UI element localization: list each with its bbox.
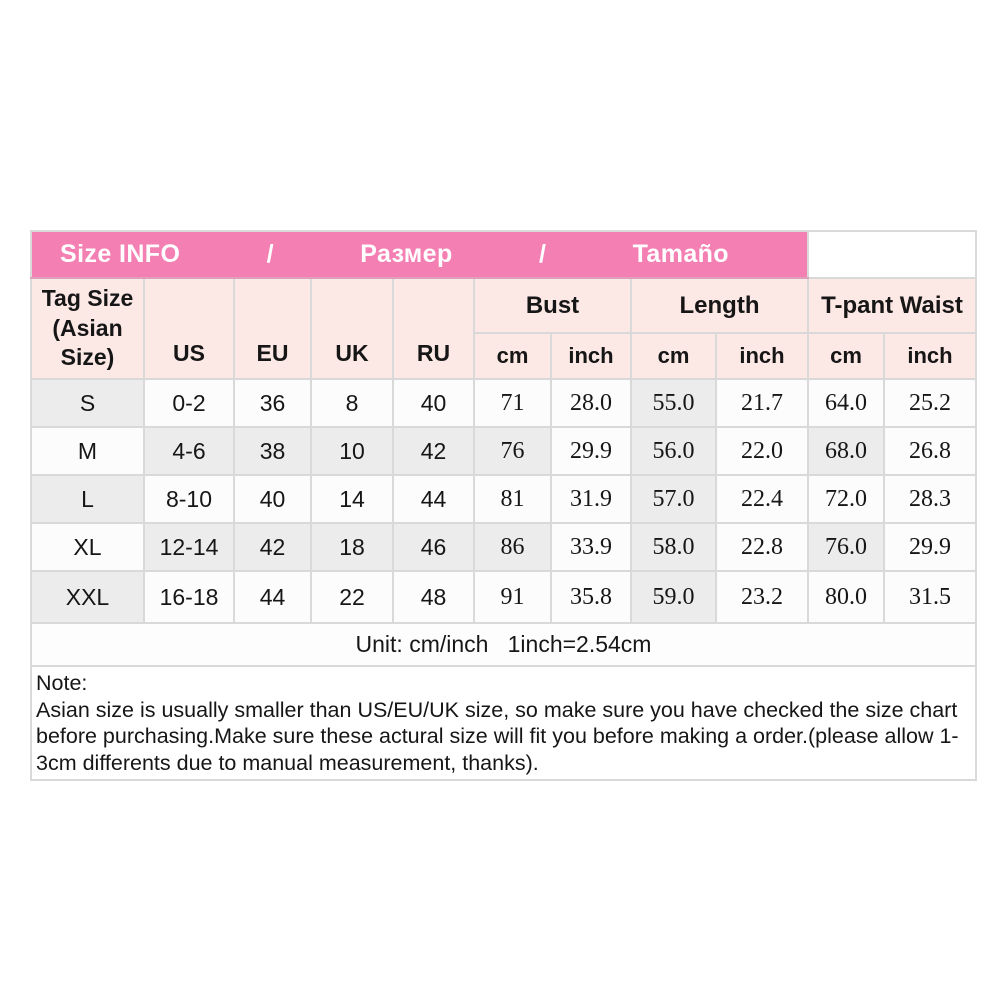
title-size-info: Size INFO bbox=[60, 240, 181, 268]
cell-eu: 40 bbox=[233, 474, 312, 524]
cell-us: 4-6 bbox=[143, 426, 235, 476]
title-text-group: Size INFO / Размер / Tamaño bbox=[33, 240, 807, 269]
cell-tpant-cm: 76.0 bbox=[807, 522, 885, 572]
cell-bust-cm: 76 bbox=[473, 426, 552, 476]
table-row-s: S 0-2 36 8 40 71 28.0 55.0 21.7 64.0 25.… bbox=[30, 378, 977, 428]
unit-row: Unit: cm/inch 1inch=2.54cm bbox=[30, 622, 977, 667]
header-length: Length bbox=[630, 277, 809, 334]
cell-ru: 44 bbox=[392, 474, 475, 524]
cell-tpant-cm: 68.0 bbox=[807, 426, 885, 476]
size-info-title-bar: Size INFO / Размер / Tamaño bbox=[30, 230, 808, 279]
header-us: US bbox=[143, 277, 235, 380]
size-chart-image: Size INFO / Размер / Tamaño Tag Size (As… bbox=[30, 230, 977, 781]
cell-us: 12-14 bbox=[143, 522, 235, 572]
cell-uk: 14 bbox=[310, 474, 394, 524]
cell-tpant-inch: 28.3 bbox=[883, 474, 977, 524]
cell-bust-cm: 71 bbox=[473, 378, 552, 428]
table-row-m: M 4-6 38 10 42 76 29.9 56.0 22.0 68.0 26… bbox=[30, 426, 977, 476]
cell-tpant-cm: 64.0 bbox=[807, 378, 885, 428]
cell-length-cm: 57.0 bbox=[630, 474, 717, 524]
note-text: Asian size is usually smaller than US/EU… bbox=[36, 697, 959, 775]
cell-eu: 36 bbox=[233, 378, 312, 428]
title-separator-1: / bbox=[266, 240, 274, 268]
cell-eu: 42 bbox=[233, 522, 312, 572]
note-label: Note: bbox=[36, 671, 88, 695]
header-length-inch: inch bbox=[715, 332, 809, 380]
title-separator-2: / bbox=[538, 240, 547, 268]
title-tamano: Tamaño bbox=[632, 240, 729, 268]
cell-bust-inch: 31.9 bbox=[550, 474, 632, 524]
header-tpant-cm: cm bbox=[807, 332, 885, 380]
cell-length-cm: 59.0 bbox=[630, 570, 717, 624]
title-razmer: Размер bbox=[360, 240, 453, 268]
table-row-xl: XL 12-14 42 18 46 86 33.9 58.0 22.8 76.0… bbox=[30, 522, 977, 572]
table-row-xxl: XXL 16-18 44 22 48 91 35.8 59.0 23.2 80.… bbox=[30, 570, 977, 624]
cell-length-inch: 22.0 bbox=[715, 426, 809, 476]
cell-tpant-inch: 31.5 bbox=[883, 570, 977, 624]
cell-ru: 48 bbox=[392, 570, 475, 624]
cell-length-cm: 58.0 bbox=[630, 522, 717, 572]
cell-length-inch: 21.7 bbox=[715, 378, 809, 428]
cell-length-inch: 22.4 bbox=[715, 474, 809, 524]
table-row-l: L 8-10 40 14 44 81 31.9 57.0 22.4 72.0 2… bbox=[30, 474, 977, 524]
header-uk: UK bbox=[310, 277, 394, 380]
size-chart-table: Size INFO / Размер / Tamaño Tag Size (As… bbox=[30, 230, 977, 781]
cell-uk: 10 bbox=[310, 426, 394, 476]
note-row: Note: Asian size is usually smaller than… bbox=[30, 665, 977, 781]
cell-eu: 38 bbox=[233, 426, 312, 476]
cell-tag: XXL bbox=[30, 570, 145, 624]
cell-bust-cm: 81 bbox=[473, 474, 552, 524]
header-bust-inch: inch bbox=[550, 332, 632, 380]
header-tpant-waist: T-pant Waist bbox=[807, 277, 977, 334]
cell-bust-inch: 35.8 bbox=[550, 570, 632, 624]
cell-length-cm: 56.0 bbox=[630, 426, 717, 476]
cell-tpant-inch: 25.2 bbox=[883, 378, 977, 428]
header-bust-cm: cm bbox=[473, 332, 552, 380]
cell-uk: 18 bbox=[310, 522, 394, 572]
cell-length-inch: 23.2 bbox=[715, 570, 809, 624]
header-bust: Bust bbox=[473, 277, 632, 334]
cell-tag: L bbox=[30, 474, 145, 524]
cell-bust-inch: 28.0 bbox=[550, 378, 632, 428]
cell-tag: M bbox=[30, 426, 145, 476]
header-row-units: cm inch cm inch cm inch bbox=[31, 332, 977, 380]
cell-uk: 8 bbox=[310, 378, 394, 428]
cell-bust-inch: 29.9 bbox=[550, 426, 632, 476]
cell-bust-cm: 86 bbox=[473, 522, 552, 572]
header-length-cm: cm bbox=[630, 332, 717, 380]
header-row-groups: Tag Size (Asian Size) US EU UK RU Bust L… bbox=[30, 277, 977, 380]
header-ru: RU bbox=[392, 277, 475, 380]
cell-ru: 40 bbox=[392, 378, 475, 428]
cell-us: 16-18 bbox=[143, 570, 235, 624]
header-eu: EU bbox=[233, 277, 312, 380]
cell-ru: 42 bbox=[392, 426, 475, 476]
cell-tag: S bbox=[30, 378, 145, 428]
cell-length-inch: 22.8 bbox=[715, 522, 809, 572]
cell-tpant-inch: 29.9 bbox=[883, 522, 977, 572]
cell-bust-cm: 91 bbox=[473, 570, 552, 624]
cell-tpant-inch: 26.8 bbox=[883, 426, 977, 476]
title-row: Size INFO / Размер / Tamaño bbox=[30, 230, 977, 279]
cell-eu: 44 bbox=[233, 570, 312, 624]
cell-uk: 22 bbox=[310, 570, 394, 624]
cell-tpant-cm: 72.0 bbox=[807, 474, 885, 524]
cell-us: 0-2 bbox=[143, 378, 235, 428]
header-tag-size: Tag Size (Asian Size) bbox=[30, 277, 145, 380]
unit-line: Unit: cm/inch 1inch=2.54cm bbox=[30, 622, 977, 667]
header-tpant-inch: inch bbox=[883, 332, 977, 380]
cell-ru: 46 bbox=[392, 522, 475, 572]
cell-length-cm: 55.0 bbox=[630, 378, 717, 428]
cell-tag: XL bbox=[30, 522, 145, 572]
cell-us: 8-10 bbox=[143, 474, 235, 524]
cell-bust-inch: 33.9 bbox=[550, 522, 632, 572]
cell-tpant-cm: 80.0 bbox=[807, 570, 885, 624]
note-cell: Note: Asian size is usually smaller than… bbox=[30, 665, 977, 781]
title-empty-cell bbox=[807, 230, 977, 279]
